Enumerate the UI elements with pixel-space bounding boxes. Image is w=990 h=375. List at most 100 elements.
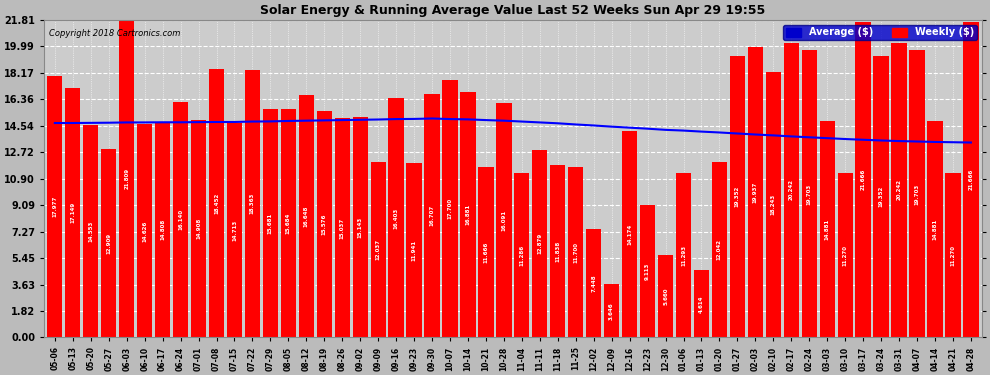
Text: 20.242: 20.242 [897,180,902,201]
Text: 15.143: 15.143 [357,216,362,238]
Bar [784,43,799,338]
Text: 14.881: 14.881 [933,218,938,240]
Text: 21.666: 21.666 [968,169,973,190]
Text: 21.809: 21.809 [124,168,129,189]
Text: 7.448: 7.448 [591,274,596,292]
Bar [317,111,332,338]
Text: 12.042: 12.042 [717,239,722,260]
Bar [873,56,889,338]
Text: 15.576: 15.576 [322,213,327,235]
Text: 14.808: 14.808 [160,219,165,240]
Text: 20.242: 20.242 [789,180,794,201]
Text: 15.681: 15.681 [268,213,273,234]
Bar [802,50,817,338]
Text: 16.707: 16.707 [430,205,435,226]
Bar [747,47,763,338]
Bar [352,117,368,338]
Bar [568,167,583,338]
Text: 14.626: 14.626 [143,220,148,242]
Text: 9.113: 9.113 [645,262,650,280]
Text: 15.684: 15.684 [286,213,291,234]
Text: 12.879: 12.879 [538,233,543,254]
Text: 11.941: 11.941 [412,240,417,261]
Text: 11.270: 11.270 [842,245,847,266]
Text: 11.666: 11.666 [483,242,488,263]
Bar [712,162,727,338]
Bar [586,229,601,338]
Text: 18.452: 18.452 [214,192,219,214]
Bar [694,270,709,338]
Text: 14.553: 14.553 [88,221,93,242]
Bar [137,124,152,338]
Text: 3.646: 3.646 [609,302,614,320]
Bar [173,102,188,338]
Text: 16.091: 16.091 [501,210,507,231]
Bar [496,103,512,338]
Bar [83,125,98,338]
Text: 19.352: 19.352 [735,186,740,207]
Bar [245,70,260,338]
Text: 14.713: 14.713 [232,220,237,241]
Bar [48,75,62,338]
Text: 11.293: 11.293 [681,244,686,266]
Bar [388,99,404,338]
Bar [765,72,781,338]
Bar [370,162,386,338]
Text: 16.648: 16.648 [304,206,309,227]
Text: 11.700: 11.700 [573,242,578,263]
Text: 16.881: 16.881 [465,204,470,225]
Bar [945,173,960,338]
Bar [281,109,296,338]
Bar [730,56,745,338]
Text: 16.140: 16.140 [178,209,183,230]
Text: 18.243: 18.243 [771,194,776,215]
Bar [820,121,835,338]
Bar [855,22,871,338]
Text: 17.977: 17.977 [52,196,57,217]
Title: Solar Energy & Running Average Value Last 52 Weeks Sun Apr 29 19:55: Solar Energy & Running Average Value Las… [260,4,765,17]
Bar [891,43,907,338]
Bar [443,80,457,338]
Text: 14.908: 14.908 [196,218,201,240]
Bar [119,20,135,338]
Text: 15.037: 15.037 [340,217,345,238]
Bar [963,22,978,338]
Bar [658,255,673,338]
Bar [101,149,117,338]
Text: 12.909: 12.909 [106,233,111,254]
Bar [335,118,349,338]
Bar [550,165,565,338]
Text: 17.149: 17.149 [70,202,75,223]
Bar [155,122,170,338]
Bar [838,173,852,338]
Text: 19.703: 19.703 [807,183,812,204]
Text: 19.703: 19.703 [915,183,920,204]
Text: 11.838: 11.838 [555,241,560,262]
Text: 5.660: 5.660 [663,288,668,305]
Bar [209,69,224,338]
Bar [425,94,440,338]
Bar [191,120,206,338]
Bar [928,121,942,338]
Bar [676,173,691,338]
Bar [407,164,422,338]
Text: 12.037: 12.037 [375,239,381,260]
Bar [604,284,620,338]
Bar [262,109,278,338]
Text: 4.614: 4.614 [699,295,704,313]
Bar [65,88,80,338]
Text: 14.881: 14.881 [825,218,830,240]
Bar [514,173,530,338]
Text: 11.270: 11.270 [950,245,955,266]
Bar [478,168,494,338]
Text: 14.174: 14.174 [627,224,633,245]
Bar [299,95,314,338]
Text: 17.700: 17.700 [447,198,452,219]
Bar [622,131,638,338]
Bar [910,50,925,338]
Text: 11.286: 11.286 [520,244,525,266]
Text: 18.363: 18.363 [249,193,254,214]
Text: Copyright 2018 Cartronics.com: Copyright 2018 Cartronics.com [49,29,180,38]
Text: 19.937: 19.937 [752,182,758,203]
Text: 19.352: 19.352 [878,186,884,207]
